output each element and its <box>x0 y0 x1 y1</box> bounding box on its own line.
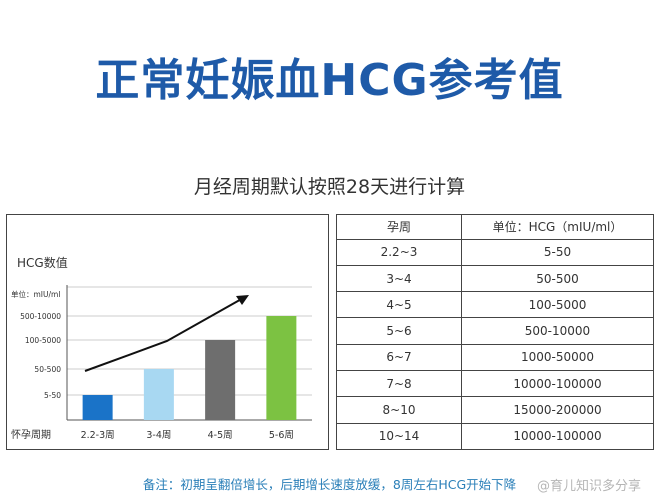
table-row: 3~4 50-500 <box>336 264 654 293</box>
x-tick-label: 4-5周 <box>208 430 233 441</box>
chart-bar <box>82 395 113 420</box>
table-cell-week: 7~8 <box>336 370 462 398</box>
x-axis-label: 怀孕周期 <box>11 429 51 441</box>
y-tick-label: 50-500 <box>34 365 61 374</box>
table-header-week: 孕周 <box>336 214 462 240</box>
table-header-row: 孕周 单位：HCG（mIU/ml） <box>336 214 654 240</box>
table-cell-week: 3~4 <box>336 264 462 293</box>
x-tick-label: 2.2-3周 <box>81 430 115 441</box>
chart-bar <box>143 369 174 420</box>
table-cell-week: 10~14 <box>336 422 462 451</box>
watermark: @育儿知识多分享 <box>536 479 641 494</box>
hcg-chart: HCG数值单位：mIU/ml 5-50 50-500 100-5000 500-1000… <box>6 214 329 450</box>
table-cell-week: 8~10 <box>336 396 462 424</box>
y-tick-label: 500-10000 <box>20 312 61 321</box>
table-cell-week: 4~5 <box>336 291 462 319</box>
table-row: 8~10 15000-200000 <box>336 396 654 424</box>
y-tick-label: 100-5000 <box>25 336 61 345</box>
table-cell-week: 5~6 <box>336 317 462 345</box>
table-cell-hcg: 1000-50000 <box>461 343 654 372</box>
table-cell-hcg: 500-10000 <box>461 317 654 345</box>
table-row: 4~5 100-5000 <box>336 291 654 319</box>
table-row: 2.2~3 5-50 <box>336 238 654 266</box>
footnote: 备注：初期呈翻倍增长，后期增长速度放缓，8周左右HCG开始下降 <box>142 477 517 492</box>
hcg-reference-table: 孕周 单位：HCG（mIU/ml） 2.2~3 5-50 3~4 50-500 4~5 1… <box>336 214 654 451</box>
x-tick-label: 5-6周 <box>269 430 294 441</box>
table-cell-week: 6~7 <box>336 343 462 372</box>
table-cell-hcg: 10000-100000 <box>461 370 654 398</box>
chart-bar <box>266 316 297 420</box>
trend-arrow-line <box>84 296 246 372</box>
table-row: 5~6 500-10000 <box>336 317 654 345</box>
y-tick-label: 5-50 <box>44 391 61 400</box>
page-title: 正常妊娠血HCG参考值 <box>95 55 564 106</box>
y-axis-label: 单位：mIU/ml <box>11 289 60 299</box>
table-cell-hcg: 10000-100000 <box>461 422 654 451</box>
table-cell-hcg: 50-500 <box>461 264 654 293</box>
table-row: 7~8 10000-100000 <box>336 370 654 398</box>
table-cell-hcg: 100-5000 <box>461 291 654 319</box>
table-row: 10~14 10000-100000 <box>336 422 654 451</box>
table-row: 6~7 1000-50000 <box>336 343 654 372</box>
x-tick-label: 3-4周 <box>146 430 171 441</box>
chart-bar <box>205 340 236 420</box>
table-cell-hcg: 5-50 <box>461 238 654 266</box>
trend-arrow-head <box>236 295 249 305</box>
table-cell-week: 2.2~3 <box>336 238 462 266</box>
table-cell-hcg: 15000-200000 <box>461 396 654 424</box>
table-header-hcg: 单位：HCG（mIU/ml） <box>461 214 654 240</box>
chart-title: HCG数值 <box>17 255 68 270</box>
page-subtitle: 月经周期默认按照28天进行计算 <box>193 176 466 198</box>
